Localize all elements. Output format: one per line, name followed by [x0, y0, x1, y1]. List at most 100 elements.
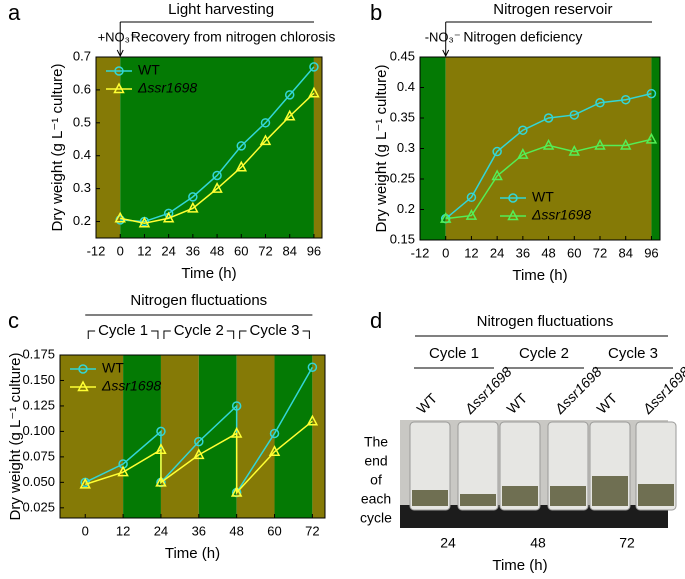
marker	[543, 113, 554, 123]
x-tick-label: 24	[490, 245, 504, 260]
marker	[492, 146, 502, 157]
annotation: Nitrogen deficiency	[463, 29, 582, 45]
marker	[308, 86, 320, 98]
background-band	[96, 57, 121, 238]
marker	[569, 110, 580, 120]
panel-label: b	[370, 0, 382, 25]
x-tick-label: 84	[618, 245, 632, 260]
marker	[162, 211, 175, 223]
column-label: Δssr1698	[639, 363, 685, 417]
marker	[309, 62, 319, 72]
marker	[542, 138, 555, 150]
marker	[595, 98, 605, 108]
background-band	[651, 57, 660, 240]
marker	[211, 182, 223, 193]
panel-label: d	[370, 308, 382, 333]
row-label: of	[370, 472, 382, 488]
x-tick-label: 72	[305, 523, 319, 538]
background-band	[420, 57, 446, 240]
marker	[138, 216, 151, 228]
background-band	[236, 355, 275, 518]
legend-label: WT	[138, 62, 160, 78]
time-label: 48	[530, 535, 546, 551]
marker	[269, 428, 280, 439]
legend-label: WT	[532, 189, 554, 205]
column-label: WT	[593, 390, 620, 417]
legend-label: Δssr1698	[137, 80, 197, 96]
y-tick-label: 0.3	[73, 180, 91, 195]
x-tick-label: 0	[442, 245, 449, 260]
x-tick-label: 0	[82, 523, 89, 538]
row-label: end	[364, 453, 387, 469]
sediment	[412, 490, 448, 506]
y-tick-label: 0.150	[22, 372, 55, 387]
series-line	[84, 366, 314, 496]
marker	[268, 445, 281, 457]
x-tick-label: 84	[282, 243, 296, 258]
marker	[283, 109, 296, 121]
marker	[114, 211, 126, 223]
marker	[193, 448, 205, 460]
background-band	[60, 355, 124, 518]
legend-marker	[114, 66, 124, 76]
legend-label: Δssr1698	[101, 378, 161, 394]
x-tick-label: -12	[87, 243, 106, 258]
marker	[236, 141, 247, 151]
marker	[155, 475, 167, 487]
marker	[439, 212, 452, 223]
cycle-label-bg	[95, 322, 152, 340]
chart-title: Light harvesting	[168, 1, 274, 18]
marker	[235, 160, 248, 172]
time-label: 72	[619, 535, 635, 551]
x-tick-label: 36	[186, 243, 200, 258]
legend-marker	[113, 82, 125, 94]
background-band	[312, 355, 325, 518]
y-tick-label: 0.4	[397, 79, 415, 94]
marker	[518, 125, 528, 135]
y-tick-label: 0.3	[397, 140, 415, 155]
marker	[568, 144, 581, 156]
series-line	[85, 420, 313, 495]
series-line	[120, 66, 315, 223]
cycle-label-bg	[246, 322, 303, 340]
x-tick-label: 36	[192, 523, 206, 538]
marker	[646, 88, 657, 99]
y-tick-label: 0.075	[22, 448, 55, 463]
arrow	[116, 22, 124, 58]
annotation: -NO₃⁻	[425, 29, 461, 44]
marker	[230, 485, 243, 497]
x-tick-label: 12	[116, 523, 130, 538]
panel-label: a	[8, 0, 21, 25]
x-tick-label: 48	[541, 245, 555, 260]
x-tick-label: 72	[258, 243, 272, 258]
tube	[457, 421, 499, 511]
y-tick-label: 0.25	[390, 170, 415, 185]
y-tick-label: 0.125	[22, 397, 55, 412]
marker	[117, 465, 129, 477]
chart-title: Nitrogen fluctuations	[130, 292, 267, 309]
series-line	[120, 92, 315, 224]
cycle-label: Cycle 1	[429, 345, 479, 362]
legend-label: WT	[102, 360, 124, 376]
y-tick-label: 0.6	[73, 81, 91, 96]
arrow	[442, 22, 450, 58]
marker	[212, 170, 222, 181]
y-tick-label: 0.4	[73, 147, 91, 162]
y-tick-label: 0.7	[73, 48, 91, 63]
row-label: each	[361, 491, 391, 507]
y-tick-label: 0.100	[22, 423, 55, 438]
marker	[163, 208, 174, 219]
x-tick-label: 24	[161, 243, 175, 258]
marker	[188, 192, 198, 202]
x-tick-label: 12	[464, 245, 478, 260]
y-tick-label: 0.175	[22, 346, 55, 361]
legend-marker	[77, 380, 89, 392]
x-tick-label: 60	[234, 243, 248, 258]
marker	[465, 208, 478, 220]
sediment	[592, 476, 628, 506]
x-axis-label: Time (h)	[512, 267, 567, 284]
x-tick-label: 0	[117, 243, 124, 258]
panel-title: Nitrogen fluctuations	[477, 313, 614, 330]
marker	[306, 414, 319, 426]
